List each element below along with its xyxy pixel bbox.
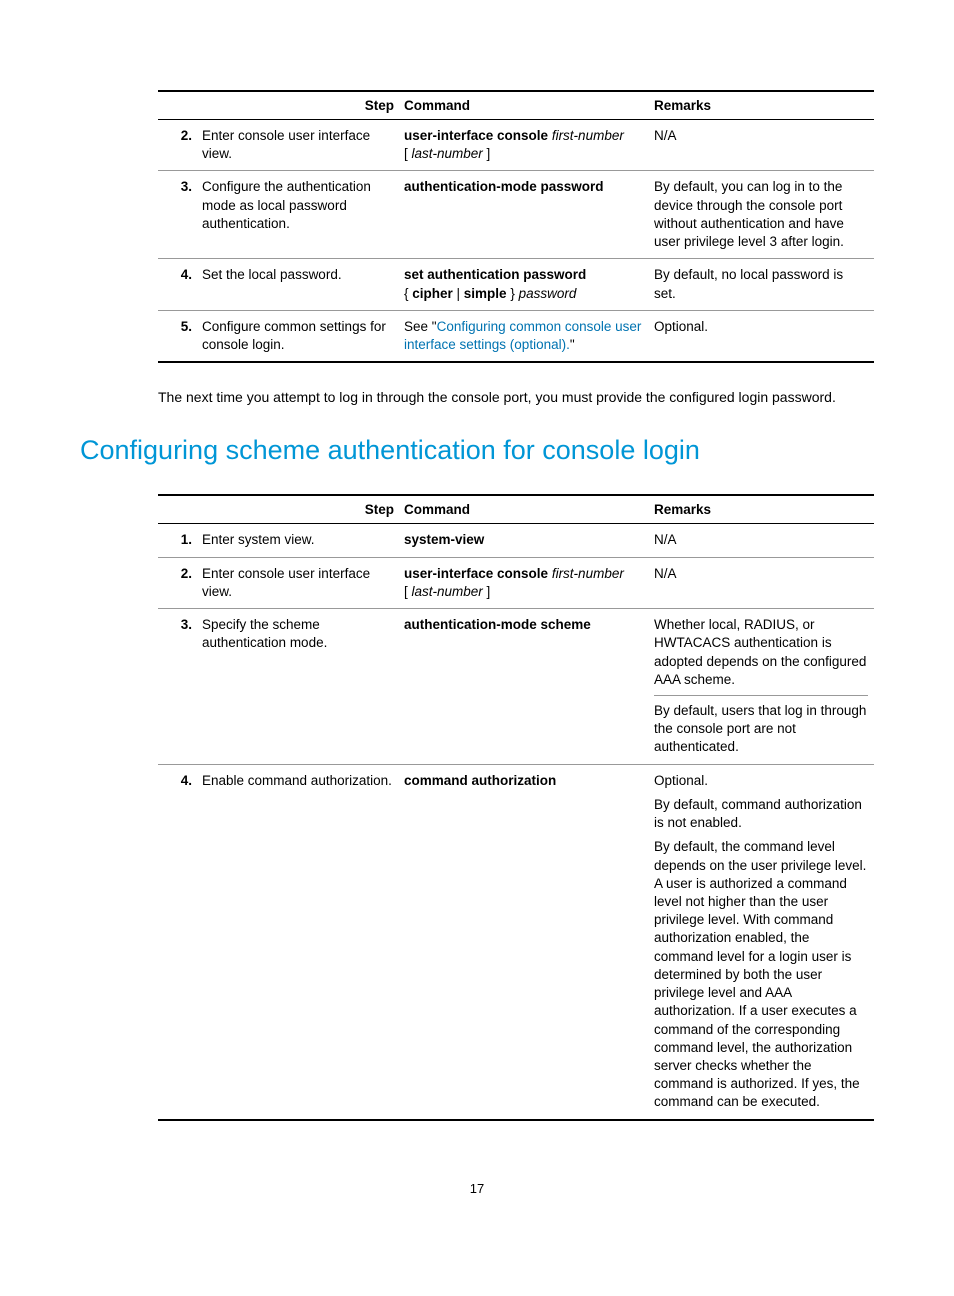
t1-header-step: Step xyxy=(158,91,398,120)
command-cell: user-interface console first-number [ la… xyxy=(398,557,648,608)
table-row: 2. Enter console user interface view. us… xyxy=(158,557,874,608)
t1-header-command: Command xyxy=(398,91,648,120)
step-desc: Enable command authorization. xyxy=(196,764,398,1119)
table-2: Step Command Remarks 1. Enter system vie… xyxy=(158,494,874,1120)
t2-header-command: Command xyxy=(398,495,648,524)
link-configuring-common[interactable]: Configuring common console user interfac… xyxy=(404,319,641,352)
step-number: 3. xyxy=(158,609,196,765)
table-1: Step Command Remarks 2. Enter console us… xyxy=(158,90,874,363)
table-row: 4. Set the local password. set authentic… xyxy=(158,259,874,310)
step-desc: Enter console user interface view. xyxy=(196,557,398,608)
step-desc: Enter console user interface view. xyxy=(196,120,398,171)
table-row: 3. Configure the authentication mode as … xyxy=(158,171,874,259)
t1-header-remarks: Remarks xyxy=(648,91,874,120)
table-row: 2. Enter console user interface view. us… xyxy=(158,120,874,171)
step-number: 3. xyxy=(158,171,196,259)
step-desc: Configure common settings for console lo… xyxy=(196,310,398,362)
step-number: 2. xyxy=(158,557,196,608)
t2-header-remarks: Remarks xyxy=(648,495,874,524)
step-number: 1. xyxy=(158,524,196,557)
remarks-cell: Optional. xyxy=(648,310,874,362)
table-row: 4. Enable command authorization. command… xyxy=(158,764,874,1119)
command-cell: authentication-mode password xyxy=(398,171,648,259)
table-row: 1. Enter system view. system-view N/A xyxy=(158,524,874,557)
step-number: 5. xyxy=(158,310,196,362)
command-cell: set authentication password { cipher | s… xyxy=(398,259,648,310)
body-paragraph: The next time you attempt to log in thro… xyxy=(158,387,874,407)
command-cell: See "Configuring common console user int… xyxy=(398,310,648,362)
command-cell: system-view xyxy=(398,524,648,557)
remarks-cell: N/A xyxy=(648,524,874,557)
step-number: 4. xyxy=(158,764,196,1119)
page: Step Command Remarks 2. Enter console us… xyxy=(0,0,954,1236)
step-number: 4. xyxy=(158,259,196,310)
remarks-cell: N/A xyxy=(648,120,874,171)
table-row: 3. Specify the scheme authentication mod… xyxy=(158,609,874,765)
command-cell: user-interface console first-number [ la… xyxy=(398,120,648,171)
remarks-cell: By default, you can log in to the device… xyxy=(648,171,874,259)
table-row: 5. Configure common settings for console… xyxy=(158,310,874,362)
step-desc: Set the local password. xyxy=(196,259,398,310)
step-desc: Specify the scheme authentication mode. xyxy=(196,609,398,765)
t2-header-step: Step xyxy=(158,495,398,524)
command-cell: command authorization xyxy=(398,764,648,1119)
remarks-cell: By default, no local password is set. xyxy=(648,259,874,310)
remarks-cell: Optional. By default, command authorizat… xyxy=(648,764,874,1119)
step-desc: Enter system view. xyxy=(196,524,398,557)
step-desc: Configure the authentication mode as loc… xyxy=(196,171,398,259)
remarks-cell: N/A xyxy=(648,557,874,608)
remarks-cell: Whether local, RADIUS, or HWTACACS authe… xyxy=(648,609,874,765)
section-heading: Configuring scheme authentication for co… xyxy=(80,435,874,466)
page-number: 17 xyxy=(80,1181,874,1196)
command-cell: authentication-mode scheme xyxy=(398,609,648,765)
step-number: 2. xyxy=(158,120,196,171)
